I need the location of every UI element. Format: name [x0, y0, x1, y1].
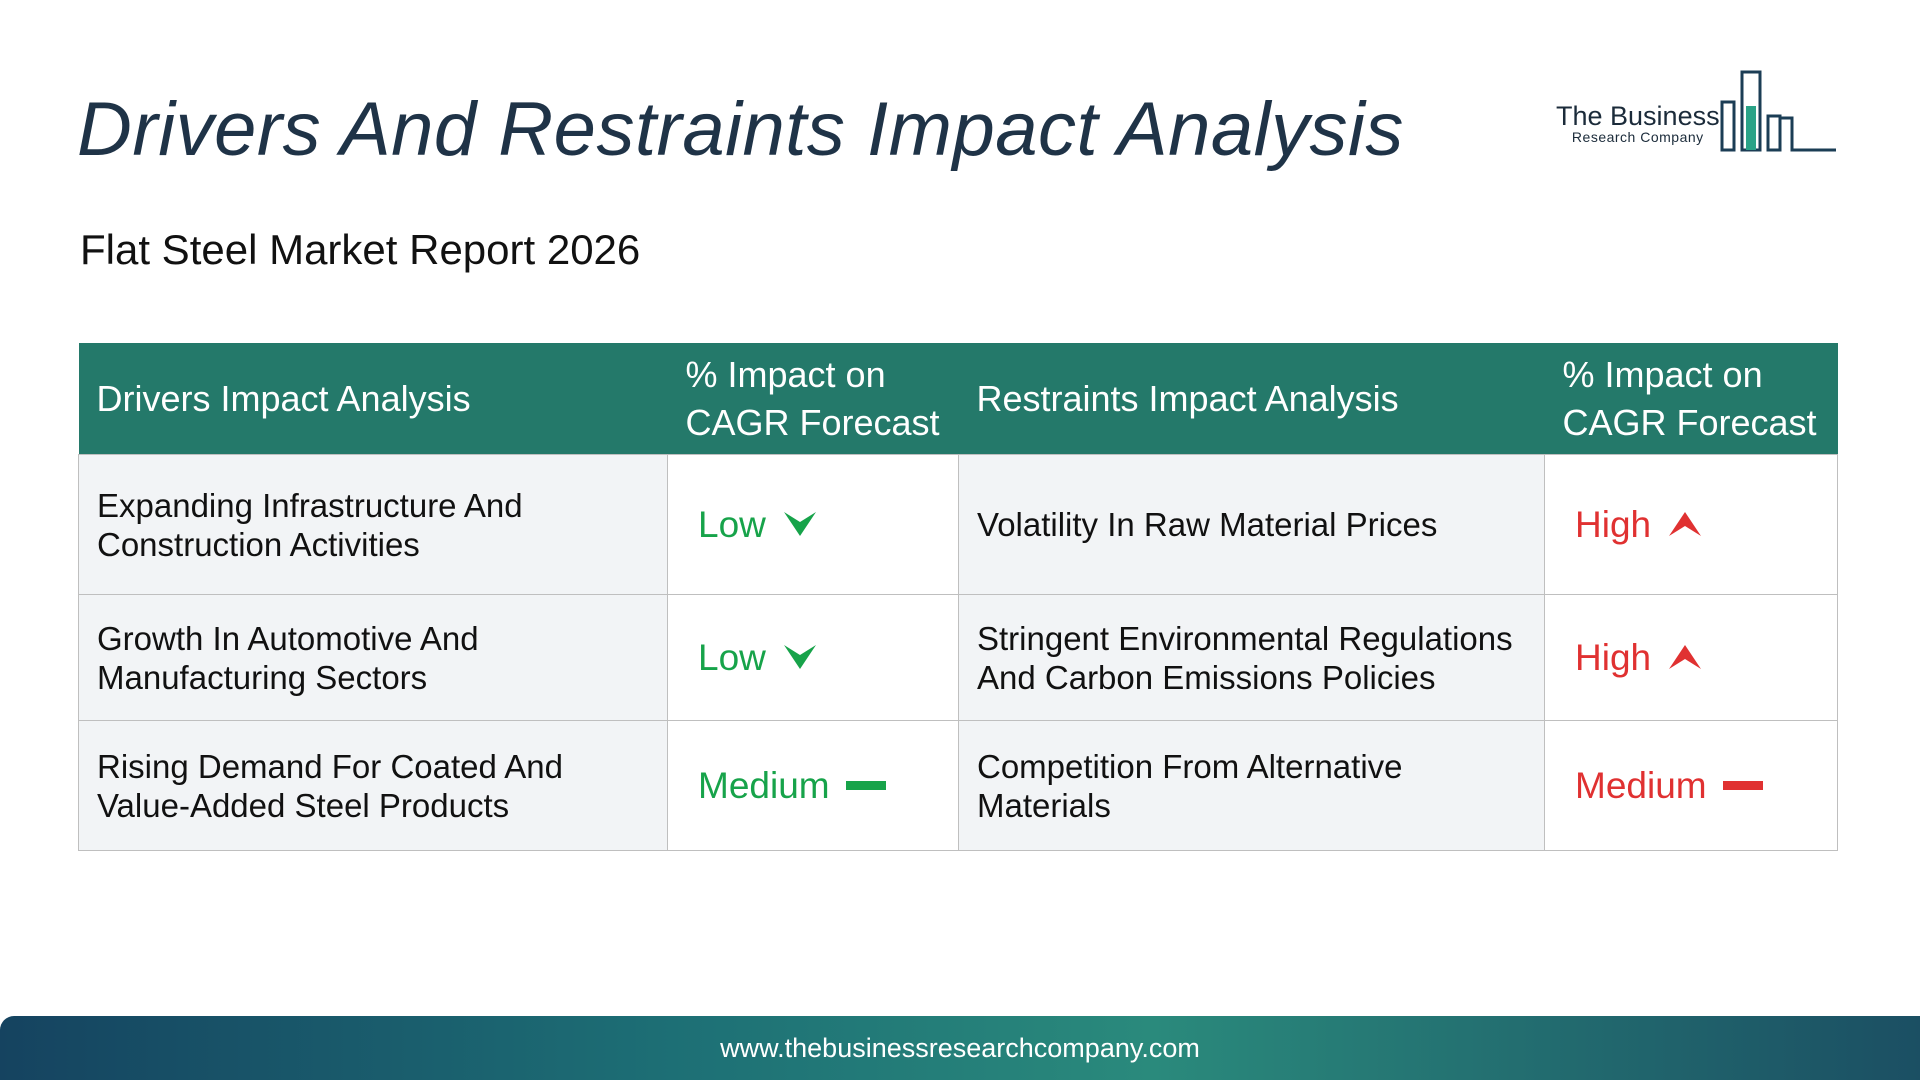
col-header-restraints: Restraints Impact Analysis: [958, 343, 1545, 455]
restraint-impact-cell: High: [1544, 594, 1838, 721]
chevron-down-icon: [783, 645, 816, 669]
dash-icon: [845, 780, 886, 790]
impact-label: Medium: [1575, 764, 1707, 806]
impact-label: Low: [698, 636, 766, 678]
logo-text: The Business Research Company: [1556, 102, 1720, 144]
restraint-cell: Competition From Alternative Materials: [958, 720, 1545, 851]
col-header-driver-impact: % Impact on CAGR Forecast: [667, 343, 959, 455]
col-header-restraint-impact: % Impact on CAGR Forecast: [1544, 343, 1838, 455]
table-row: Rising Demand For Coated And Value-Added…: [78, 720, 1838, 851]
logo-name: The Business: [1556, 101, 1720, 131]
col-header-drivers: Drivers Impact Analysis: [78, 343, 668, 455]
footer-bar: www.thebusinessresearchcompany.com: [0, 1016, 1920, 1080]
table-row: Expanding Infrastructure And Constructio…: [78, 454, 1838, 595]
impact-label: Low: [698, 503, 766, 545]
restraint-cell: Volatility In Raw Material Prices: [958, 454, 1545, 595]
report-subtitle: Flat Steel Market Report 2026: [80, 226, 641, 273]
arrow-up-icon: [1669, 645, 1702, 669]
logo-tagline: Research Company: [1571, 129, 1704, 145]
driver-impact-cell: Low: [667, 594, 959, 721]
chevron-down-icon: [783, 512, 816, 536]
building-bars-logo-icon: [1720, 70, 1836, 152]
dash-icon: [1722, 780, 1763, 790]
footer-url-link[interactable]: www.thebusinessresearchcompany.com: [720, 1032, 1200, 1063]
driver-cell: Rising Demand For Coated And Value-Added…: [78, 720, 668, 851]
page-title: Drivers And Restraints Impact Analysis: [77, 87, 1404, 172]
impact-label: Medium: [698, 764, 830, 806]
restraint-impact-cell: Medium: [1544, 720, 1838, 851]
arrow-up-icon: [1669, 512, 1702, 536]
table-row: Growth In Automotive And Manufacturing S…: [78, 594, 1838, 721]
impact-label: High: [1575, 636, 1652, 678]
impact-label: High: [1575, 503, 1652, 545]
driver-impact-cell: Low: [667, 454, 959, 595]
driver-impact-cell: Medium: [667, 720, 959, 851]
driver-cell: Expanding Infrastructure And Constructio…: [78, 454, 668, 595]
driver-cell: Growth In Automotive And Manufacturing S…: [78, 594, 668, 721]
company-logo: The Business Research Company: [1550, 66, 1840, 158]
impact-table: Drivers Impact Analysis % Impact on CAGR…: [78, 343, 1838, 851]
table-header-row: Drivers Impact Analysis % Impact on CAGR…: [78, 343, 1838, 455]
restraint-impact-cell: High: [1544, 454, 1838, 595]
restraint-cell: Stringent Environmental Regulations And …: [958, 594, 1545, 721]
